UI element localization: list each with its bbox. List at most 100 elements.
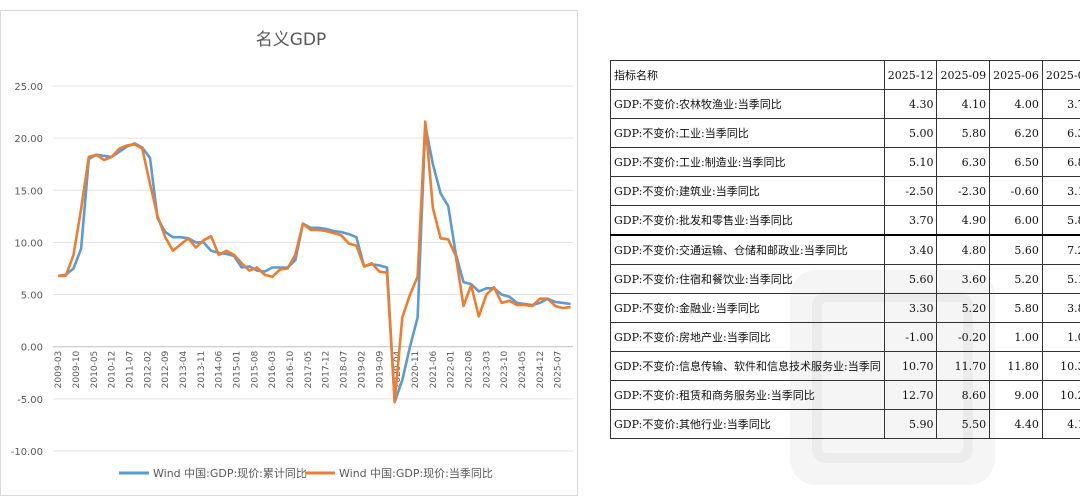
- value-cell: -0.60: [989, 176, 1043, 206]
- table-row: GDP:不变价:建筑业:当季同比-2.50-2.30-0.603.10: [610, 176, 1080, 206]
- indicator-name-cell: GDP:不变价:建筑业:当季同比: [610, 176, 885, 206]
- value-cell: 10.70: [883, 351, 938, 381]
- indicator-name-cell: GDP:不变价:信息传输、软件和信息技术服务业:当季同: [610, 351, 885, 381]
- value-cell: 5.80: [1041, 205, 1080, 236]
- chart-title: 名义GDP: [256, 30, 327, 50]
- indicator-name-cell: GDP:不变价:租赁和商务服务业:当季同比: [610, 380, 885, 410]
- value-cell: 3.40: [883, 234, 938, 265]
- value-cell: 4.80: [936, 234, 991, 265]
- x-tick-label: 2019-09: [375, 350, 385, 388]
- x-tick-label: 2017-05: [304, 351, 314, 389]
- value-cell: 6.30: [936, 147, 991, 177]
- y-tick-label: 0.00: [21, 343, 43, 354]
- gridlines: [53, 85, 573, 452]
- value-cell: -2.50: [883, 176, 938, 206]
- value-cell: 5.90: [883, 409, 938, 439]
- x-tick-label: 2011-07: [125, 351, 135, 389]
- value-cell: 5.00: [883, 118, 938, 148]
- x-axis-tick-labels: 2009-03 2009-10 2010-05 2010-12 2011-07 2012-…: [54, 350, 564, 388]
- value-cell: 1.00: [1041, 322, 1080, 352]
- legend-label-quarterly: Wind 中国:GDP:现价:当季同比: [339, 466, 493, 480]
- value-cell: 4.10: [936, 89, 991, 119]
- indicator-name-cell: GDP:不变价:工业:制造业:当季同比: [610, 147, 885, 177]
- y-tick-label: 5.00: [21, 291, 43, 302]
- x-tick-label: 2022-08: [464, 350, 474, 388]
- indicator-name-cell: GDP:不变价:房地产业:当季同比: [610, 322, 885, 352]
- x-tick-label: 2023-03: [482, 351, 492, 389]
- header-2025-09: 2025-09: [936, 60, 991, 90]
- y-tick-label: 25.00: [14, 82, 43, 93]
- value-cell: 5.60: [989, 234, 1043, 265]
- x-tick-label: 2016-03: [268, 351, 278, 389]
- x-tick-label: 2017-12: [322, 351, 332, 389]
- x-tick-label: 2012-02: [143, 351, 153, 389]
- indicator-name-cell: GDP:不变价:住宿和餐饮业:当季同比: [610, 264, 885, 294]
- x-tick-label: 2009-03: [54, 351, 64, 389]
- series-line-quarterly: [58, 120, 571, 404]
- indicator-name-cell: GDP:不变价:交通运输、仓储和邮政业:当季同比: [610, 234, 885, 265]
- x-tick-label: 2010-05: [90, 351, 100, 389]
- value-cell: 9.00: [989, 380, 1043, 410]
- x-tick-label: 2016-10: [286, 350, 296, 388]
- y-tick-label: 10.00: [14, 238, 43, 249]
- value-cell: 4.90: [936, 205, 991, 236]
- value-cell: 6.50: [989, 147, 1043, 177]
- value-cell: 3.10: [1041, 176, 1080, 206]
- value-cell: 5.20: [936, 293, 991, 323]
- value-cell: 5.10: [1041, 264, 1080, 294]
- table-header-row: 指标名称 2025-12 2025-09 2025-06 2025-03: [610, 60, 1080, 90]
- x-tick-label: 2020-11: [411, 351, 421, 389]
- indicator-name-cell: GDP:不变价:工业:当季同比: [610, 118, 885, 148]
- y-tick-label: -10.00: [11, 447, 43, 458]
- indicator-name-cell: GDP:不变价:农林牧渔业:当季同比: [610, 89, 885, 119]
- value-cell: 5.80: [936, 118, 991, 148]
- header-2025-06: 2025-06: [989, 60, 1043, 90]
- value-cell: 4.30: [883, 89, 938, 119]
- header-indicator-name: 指标名称: [610, 60, 885, 90]
- x-tick-label: 2015-08: [250, 350, 260, 388]
- table-row: GDP:不变价:信息传输、软件和信息技术服务业:当季同 10.70 11.70 11.…: [610, 351, 1080, 381]
- x-tick-label: 2023-10: [500, 350, 510, 388]
- value-cell: -2.30: [936, 176, 991, 206]
- value-cell: 6.20: [989, 118, 1043, 148]
- value-cell: 5.50: [936, 409, 991, 439]
- value-cell: 4.40: [989, 409, 1043, 439]
- value-cell: 7.20: [1041, 234, 1080, 265]
- x-tick-label: 2019-02: [357, 351, 367, 389]
- x-tick-label: 2013-04: [179, 350, 189, 388]
- header-2025-12: 2025-12: [883, 60, 938, 90]
- chart-legend: Wind 中国:GDP:现价:累计同比 Wind 中国:GDP:现价:当季同比: [119, 466, 493, 480]
- x-tick-label: 2014-06: [215, 350, 225, 388]
- x-tick-label: 2012-09: [161, 350, 171, 388]
- value-cell: 6.30: [1041, 118, 1080, 148]
- x-tick-label: 2010-12: [108, 351, 118, 389]
- gdp-line-chart: 名义GDP 25.00 20.00 15.00 10.00 5.00 0.00 -5.00 -…: [11, 30, 573, 480]
- value-cell: 4.10: [1041, 409, 1080, 439]
- value-cell: 5.20: [989, 264, 1043, 294]
- value-cell: 6.80: [1041, 147, 1080, 177]
- value-cell: 5.80: [989, 293, 1043, 323]
- value-cell: 3.60: [936, 264, 991, 294]
- value-cell: 11.80: [989, 351, 1043, 381]
- header-2025-03: 2025-03: [1041, 60, 1080, 90]
- value-cell: 6.00: [989, 205, 1043, 236]
- x-tick-label: 2025-07: [554, 351, 564, 389]
- value-cell: 10.30: [1041, 351, 1080, 381]
- x-tick-label: 2024-12: [536, 351, 546, 389]
- value-cell: -1.00: [883, 322, 938, 352]
- table-body: GDP:不变价:农林牧渔业:当季同比4.304.104.003.70GDP:不变…: [610, 89, 1080, 439]
- indicator-name-cell: GDP:不变价:其他行业:当季同比: [610, 409, 885, 439]
- gdp-industry-table: 指标名称 2025-12 2025-09 2025-06 2025-03 GDP…: [610, 60, 1080, 439]
- indicator-name-cell: GDP:不变价:金融业:当季同比: [610, 293, 885, 323]
- value-cell: 3.70: [1041, 89, 1080, 119]
- table-row: GDP:不变价:房地产业:当季同比-1.00-0.201.001.00: [610, 322, 1080, 352]
- value-cell: 4.00: [989, 89, 1043, 119]
